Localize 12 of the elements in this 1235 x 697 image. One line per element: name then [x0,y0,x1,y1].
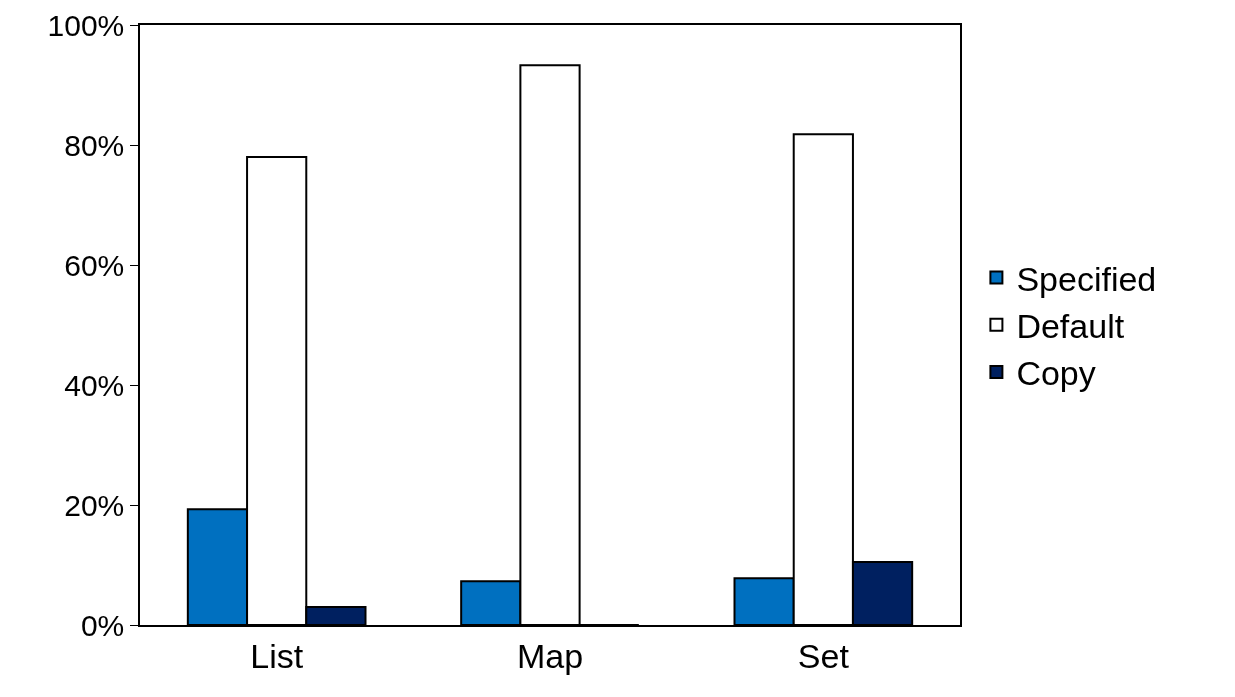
y-tick-label: 20% [64,488,125,522]
y-tick-label: 100% [47,8,125,42]
legend-label: Default [1016,307,1125,346]
x-tick-label: List [250,636,304,675]
x-tick-label: Set [797,636,850,675]
y-tick-label: 60% [64,248,125,282]
x-tick-label: Map [516,636,584,675]
legend-label: Copy [1016,354,1096,393]
legend-label: Specified [1016,259,1157,298]
y-tick-label: 40% [64,368,125,402]
y-tick-label: 0% [80,608,125,642]
y-tick-label: 80% [64,128,125,162]
